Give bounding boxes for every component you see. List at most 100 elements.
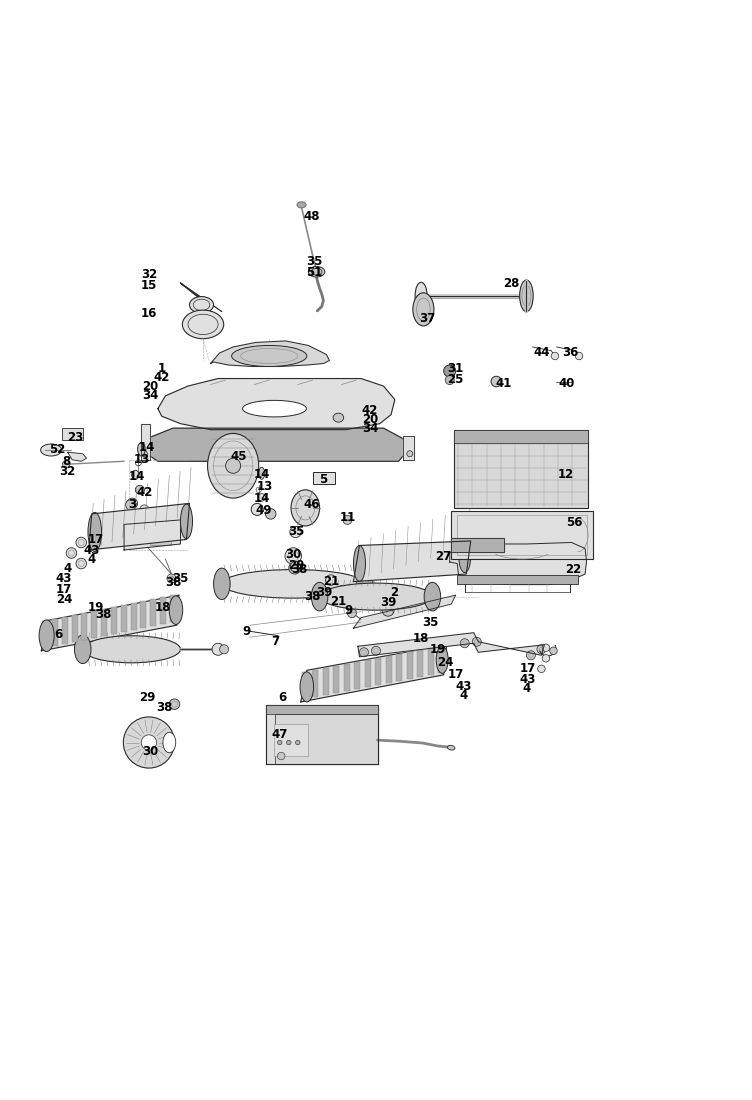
Bar [344,664,350,691]
Ellipse shape [133,532,141,540]
Text: 34: 34 [142,389,159,403]
Ellipse shape [447,746,455,750]
Ellipse shape [537,645,546,653]
Text: 13: 13 [256,481,273,493]
Text: 56: 56 [566,516,583,529]
Text: 21: 21 [323,575,339,589]
Polygon shape [450,542,587,584]
Polygon shape [301,645,447,702]
Text: 30: 30 [285,548,302,561]
Ellipse shape [226,459,241,473]
Polygon shape [211,341,329,366]
Text: 14: 14 [129,470,145,483]
Ellipse shape [208,433,259,498]
Ellipse shape [308,266,325,277]
Text: 42: 42 [136,485,153,498]
Text: 20: 20 [362,412,378,426]
Ellipse shape [343,516,352,525]
Text: 14: 14 [253,469,270,482]
Text: 2: 2 [390,585,398,598]
Text: 22: 22 [565,563,581,576]
Text: 43: 43 [56,572,72,585]
Text: 46: 46 [303,498,320,512]
Text: 18: 18 [413,632,429,646]
Ellipse shape [311,582,328,610]
Text: 43: 43 [520,673,536,685]
Ellipse shape [542,654,550,662]
Text: 30: 30 [142,745,159,758]
Text: 29: 29 [288,559,305,572]
Ellipse shape [383,594,393,605]
Text: 48: 48 [304,210,320,222]
Bar [457,516,587,554]
Ellipse shape [407,451,413,456]
Ellipse shape [338,585,348,596]
Text: 17: 17 [56,583,72,595]
Text: 41: 41 [496,376,512,389]
Text: 1: 1 [158,362,165,375]
Text: 11: 11 [339,512,356,525]
Text: 8: 8 [62,454,70,467]
Ellipse shape [436,647,448,673]
Ellipse shape [520,280,533,311]
Ellipse shape [542,644,550,651]
Bar [150,526,171,546]
Text: 17: 17 [520,662,536,675]
Polygon shape [353,541,471,582]
Text: 31: 31 [447,362,464,374]
Ellipse shape [575,352,583,360]
Text: 39: 39 [380,596,396,609]
Bar [62,617,68,643]
Ellipse shape [296,740,300,745]
Text: 40: 40 [559,376,575,389]
Text: 39: 39 [317,585,333,598]
Text: 19: 19 [429,642,446,656]
Bar [101,609,107,636]
Ellipse shape [291,490,320,526]
Polygon shape [451,538,504,551]
Text: 29: 29 [139,691,156,704]
Ellipse shape [66,548,77,559]
Polygon shape [403,436,414,460]
Text: 34: 34 [362,421,378,434]
Ellipse shape [382,604,394,616]
Polygon shape [146,428,406,461]
Polygon shape [68,452,86,461]
Bar [121,605,127,632]
Ellipse shape [413,293,434,326]
Text: 14: 14 [138,441,155,454]
Text: 7: 7 [271,635,279,648]
Text: 42: 42 [362,404,378,417]
Text: 19: 19 [88,601,105,614]
Bar [333,666,339,693]
Text: 47: 47 [271,728,288,740]
Ellipse shape [333,596,344,606]
Bar [454,430,588,508]
Text: 35: 35 [422,616,438,629]
Text: 35: 35 [288,526,305,539]
Text: 38: 38 [96,608,112,622]
Text: 4: 4 [64,561,71,574]
Ellipse shape [126,499,136,510]
Text: 25: 25 [447,373,464,386]
Ellipse shape [320,583,432,610]
Text: 38: 38 [156,702,172,714]
Text: 24: 24 [437,657,453,669]
Bar [42,620,48,648]
Text: 38: 38 [291,563,308,576]
Ellipse shape [526,651,535,660]
Polygon shape [124,520,180,550]
Text: 32: 32 [59,464,76,477]
Ellipse shape [424,582,441,610]
Bar [266,705,378,714]
Text: 21: 21 [330,595,347,607]
Ellipse shape [169,698,180,710]
Ellipse shape [550,647,557,654]
Text: 9: 9 [345,604,353,617]
Ellipse shape [141,451,147,456]
Text: 32: 32 [141,268,157,282]
Text: 4: 4 [459,690,467,703]
Bar [457,575,578,584]
Text: 14: 14 [253,493,270,505]
Bar [131,603,137,630]
